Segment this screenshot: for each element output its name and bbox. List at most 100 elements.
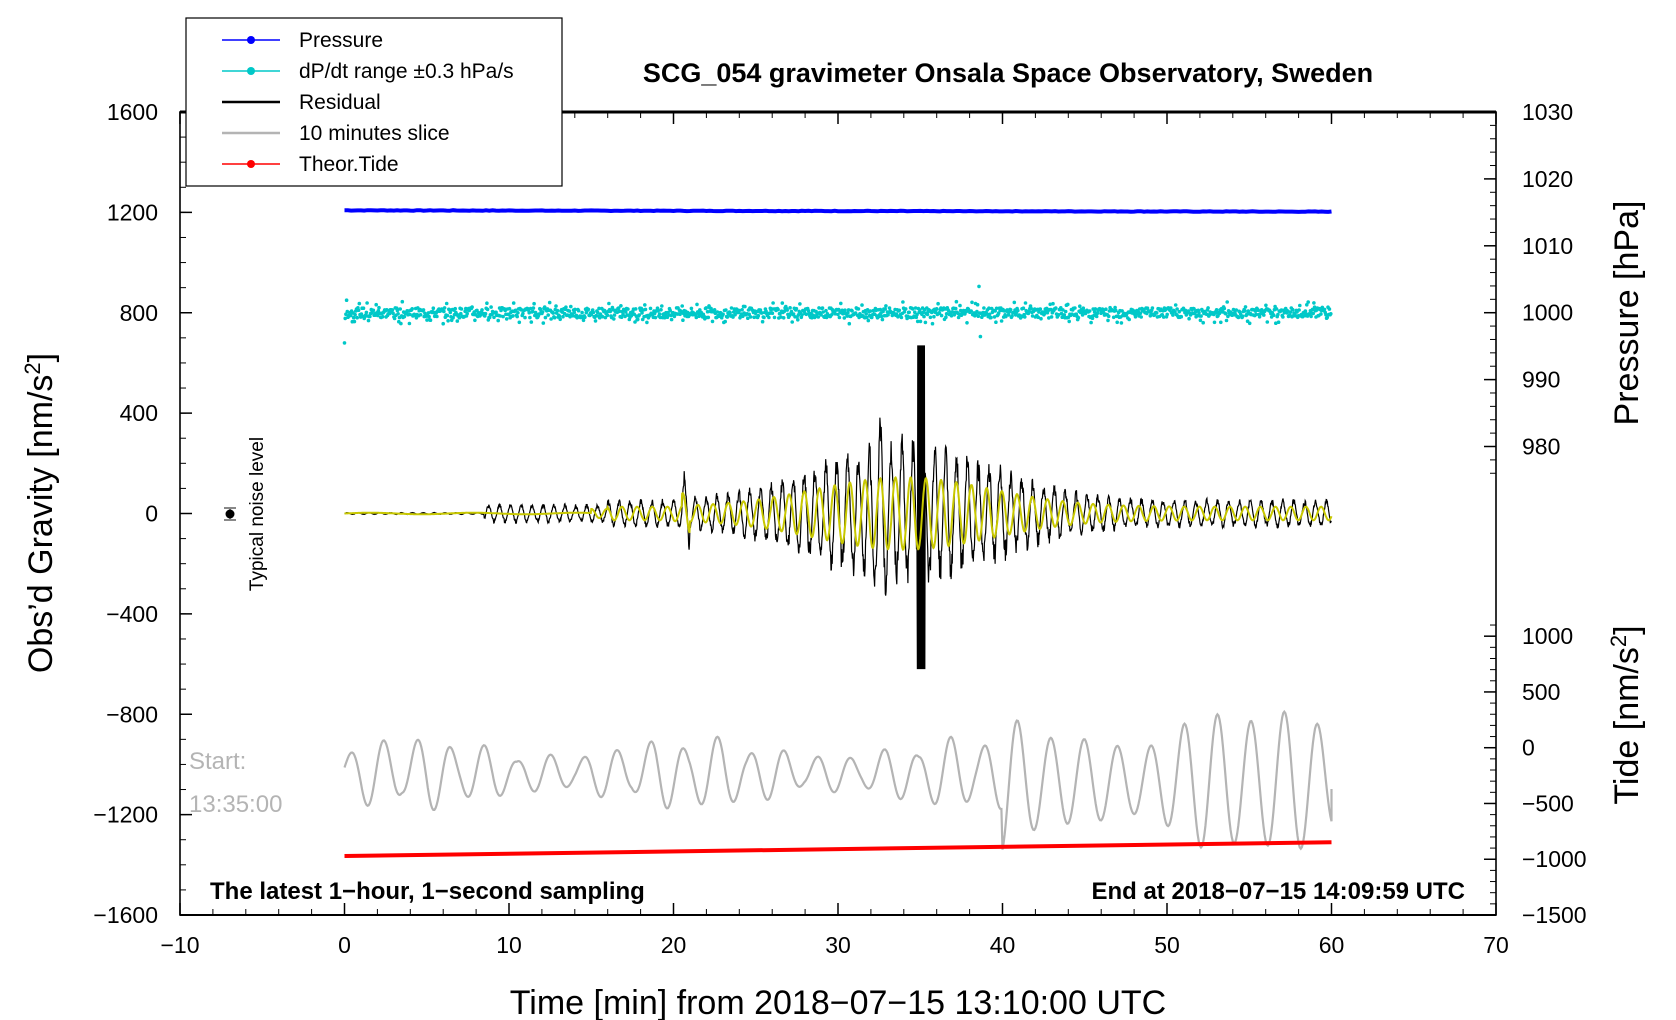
dpdt-point	[555, 308, 560, 313]
dpdt-point	[954, 299, 959, 304]
dpdt-point	[878, 307, 883, 312]
dpdt-point	[1240, 314, 1245, 319]
dpdt-point	[953, 306, 958, 311]
dpdt-point	[1169, 306, 1173, 310]
dpdt-point	[1243, 305, 1248, 309]
dpdt-point	[746, 316, 750, 321]
dpdt-point	[1094, 314, 1099, 319]
dpdt-point	[1127, 317, 1131, 322]
dpdt-point	[821, 310, 825, 314]
dpdt-point	[564, 305, 568, 310]
dpdt-point	[537, 312, 541, 316]
dpdt-point	[791, 312, 796, 316]
dpdt-point	[922, 314, 926, 319]
dpdt-point	[1106, 314, 1111, 319]
pressure-tick-label: 1000	[1522, 300, 1573, 326]
dpdt-point	[689, 306, 694, 311]
dpdt-point	[820, 306, 825, 310]
dpdt-point	[1271, 313, 1276, 318]
dpdt-point	[796, 318, 800, 322]
dpdt-point	[607, 301, 611, 306]
dpdt-point	[1257, 315, 1262, 319]
slice-series-line	[343, 709, 1333, 851]
dpdt-point	[964, 309, 969, 314]
dpdt-point	[1061, 308, 1065, 312]
tide-tick-label: −500	[1522, 790, 1574, 816]
dpdt-point	[1177, 309, 1181, 314]
dpdt-point	[1030, 314, 1035, 318]
dpdt-point	[1206, 306, 1210, 310]
dpdt-point	[612, 317, 616, 321]
dpdt-point	[616, 306, 621, 310]
dpdt-point	[1274, 321, 1278, 326]
bottom-right-annotation: End at 2018−07−15 14:09:59 UTC	[1091, 878, 1465, 905]
dpdt-point	[442, 309, 446, 314]
dpdt-point	[1115, 320, 1119, 325]
dpdt-point	[958, 303, 962, 308]
dpdt-point	[1114, 308, 1118, 313]
dpdt-point	[580, 310, 584, 315]
dpdt-point	[595, 310, 600, 315]
dpdt-point	[349, 313, 353, 318]
dpdt-point	[1187, 316, 1191, 321]
dpdt-point	[994, 306, 999, 311]
y-axis-title-left: Obs’d Gravity [nm/s2]	[20, 353, 60, 673]
dpdt-point	[608, 309, 613, 314]
dpdt-point	[1008, 308, 1013, 312]
dpdt-point	[1254, 312, 1258, 317]
dpdt-point	[487, 315, 492, 320]
dpdt-point	[540, 310, 545, 314]
dpdt-point	[459, 307, 464, 311]
dpdt-point	[1225, 300, 1229, 304]
dpdt-point	[740, 308, 744, 312]
dpdt-point	[523, 315, 527, 320]
bottom-left-annotation: The latest 1−hour, 1−second sampling	[210, 878, 645, 905]
dpdt-point	[695, 302, 699, 307]
dpdt-point	[894, 312, 899, 316]
dpdt-point	[1322, 307, 1327, 312]
dpdt-point	[969, 309, 973, 313]
dpdt-point	[1175, 307, 1179, 311]
dpdt-point	[668, 308, 672, 313]
dpdt-point	[865, 315, 869, 320]
dpdt-point	[457, 315, 462, 320]
dpdt-point	[1243, 308, 1247, 313]
dpdt-point	[516, 311, 520, 315]
dpdt-point	[762, 315, 766, 320]
dpdt-point	[427, 314, 431, 319]
dpdt-point	[1113, 305, 1117, 310]
dpdt-point	[355, 315, 360, 320]
dpdt-point	[1036, 315, 1040, 320]
dpdt-point	[391, 311, 395, 316]
dpdt-point	[463, 309, 467, 314]
left-tick-label: 800	[120, 300, 158, 326]
left-tick-label: −400	[106, 601, 158, 627]
dpdt-point	[530, 309, 535, 314]
dpdt-point	[576, 308, 581, 313]
dpdt-point	[1201, 320, 1205, 325]
dpdt-point	[643, 307, 648, 312]
dpdt-point	[1224, 311, 1228, 316]
dpdt-point	[1217, 311, 1222, 316]
x-tick-label: 50	[1154, 932, 1180, 958]
dpdt-point	[846, 310, 850, 315]
dpdt-point	[985, 312, 989, 316]
dpdt-point	[1256, 308, 1260, 313]
dpdt-point	[428, 318, 433, 323]
dpdt-point	[987, 312, 992, 317]
dpdt-point	[1309, 314, 1313, 319]
dpdt-point	[485, 307, 490, 312]
dpdt-point	[451, 315, 455, 320]
dpdt-point	[1303, 309, 1308, 313]
dpdt-point	[572, 310, 577, 315]
axis-ticks	[179, 111, 1497, 916]
dpdt-point	[837, 315, 842, 320]
left-tick-label: −1600	[93, 902, 158, 928]
dpdt-point	[780, 301, 785, 305]
dpdt-point	[999, 319, 1004, 323]
dpdt-point	[845, 314, 849, 318]
dpdt-point	[770, 311, 775, 316]
dpdt-point	[705, 309, 710, 314]
dpdt-point	[514, 308, 518, 313]
dpdt-point	[842, 316, 847, 320]
